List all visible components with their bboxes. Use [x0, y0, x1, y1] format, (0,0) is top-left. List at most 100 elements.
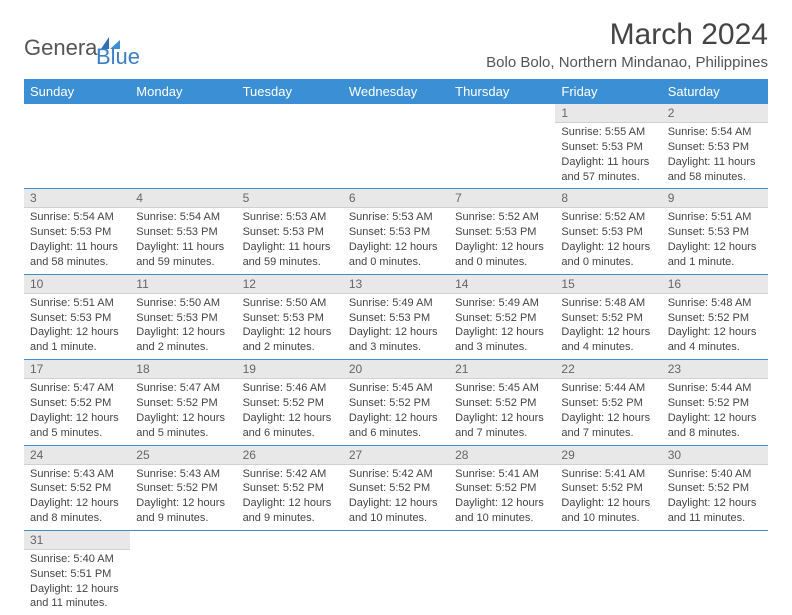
day-number: 19: [237, 360, 343, 379]
day-data-line: Sunrise: 5:40 AM: [668, 467, 762, 482]
calendar-cell: [343, 104, 449, 189]
calendar-cell: 15Sunrise: 5:48 AMSunset: 5:52 PMDayligh…: [555, 274, 661, 359]
day-number: 10: [24, 275, 130, 294]
day-number: 24: [24, 446, 130, 465]
day-data-line: Daylight: 12 hours: [136, 325, 230, 340]
day-number: 17: [24, 360, 130, 379]
weekday-header: Sunday: [24, 79, 130, 104]
day-data-line: Daylight: 12 hours: [243, 496, 337, 511]
calendar-cell: 17Sunrise: 5:47 AMSunset: 5:52 PMDayligh…: [24, 360, 130, 445]
day-number: 7: [449, 189, 555, 208]
day-data: Sunrise: 5:40 AMSunset: 5:52 PMDaylight:…: [662, 465, 768, 530]
day-data-line: and 10 minutes.: [349, 511, 443, 526]
day-data: Sunrise: 5:49 AMSunset: 5:52 PMDaylight:…: [449, 294, 555, 359]
day-data-line: Sunrise: 5:45 AM: [455, 381, 549, 396]
day-data: Sunrise: 5:44 AMSunset: 5:52 PMDaylight:…: [555, 379, 661, 444]
day-data-line: Sunrise: 5:43 AM: [136, 467, 230, 482]
day-data-line: Sunrise: 5:51 AM: [668, 210, 762, 225]
day-data-line: Sunrise: 5:54 AM: [136, 210, 230, 225]
day-number: 22: [555, 360, 661, 379]
day-data-line: and 59 minutes.: [243, 255, 337, 270]
day-number: 28: [449, 446, 555, 465]
calendar-cell: 19Sunrise: 5:46 AMSunset: 5:52 PMDayligh…: [237, 360, 343, 445]
day-data-line: and 5 minutes.: [30, 426, 124, 441]
day-data-line: and 58 minutes.: [30, 255, 124, 270]
day-data-line: Daylight: 12 hours: [136, 496, 230, 511]
calendar-week-row: 17Sunrise: 5:47 AMSunset: 5:52 PMDayligh…: [24, 360, 768, 445]
calendar-week-row: 1Sunrise: 5:55 AMSunset: 5:53 PMDaylight…: [24, 104, 768, 189]
day-data: Sunrise: 5:43 AMSunset: 5:52 PMDaylight:…: [24, 465, 130, 530]
day-number: 3: [24, 189, 130, 208]
day-data-line: and 11 minutes.: [668, 511, 762, 526]
day-data-line: Sunset: 5:52 PM: [455, 396, 549, 411]
day-data-line: Daylight: 12 hours: [455, 496, 549, 511]
day-data-line: and 11 minutes.: [30, 596, 124, 611]
day-data-line: Daylight: 12 hours: [30, 325, 124, 340]
day-data: Sunrise: 5:45 AMSunset: 5:52 PMDaylight:…: [343, 379, 449, 444]
day-data-line: and 3 minutes.: [349, 340, 443, 355]
day-data-line: Daylight: 11 hours: [668, 155, 762, 170]
day-data-line: Sunset: 5:52 PM: [30, 481, 124, 496]
day-data-line: and 4 minutes.: [561, 340, 655, 355]
day-data-line: Daylight: 12 hours: [243, 325, 337, 340]
day-data-line: Sunset: 5:52 PM: [561, 311, 655, 326]
day-data-line: Sunrise: 5:48 AM: [668, 296, 762, 311]
day-data: Sunrise: 5:55 AMSunset: 5:53 PMDaylight:…: [555, 123, 661, 188]
day-data-line: and 2 minutes.: [243, 340, 337, 355]
day-data-line: Sunrise: 5:50 AM: [136, 296, 230, 311]
calendar-cell: [130, 104, 236, 189]
day-data-line: and 7 minutes.: [455, 426, 549, 441]
day-data-line: Sunrise: 5:45 AM: [349, 381, 443, 396]
calendar-week-row: 24Sunrise: 5:43 AMSunset: 5:52 PMDayligh…: [24, 445, 768, 530]
day-data-line: and 6 minutes.: [349, 426, 443, 441]
calendar-cell: 1Sunrise: 5:55 AMSunset: 5:53 PMDaylight…: [555, 104, 661, 189]
day-data-line: Sunset: 5:53 PM: [136, 225, 230, 240]
day-data-line: Sunrise: 5:49 AM: [349, 296, 443, 311]
calendar-cell: 7Sunrise: 5:52 AMSunset: 5:53 PMDaylight…: [449, 189, 555, 274]
header: GeneraBlue March 2024 Bolo Bolo, Norther…: [24, 18, 768, 71]
day-data-line: Daylight: 11 hours: [243, 240, 337, 255]
calendar-cell: 27Sunrise: 5:42 AMSunset: 5:52 PMDayligh…: [343, 445, 449, 530]
day-data-line: Sunset: 5:53 PM: [561, 140, 655, 155]
day-data-line: Sunset: 5:52 PM: [668, 396, 762, 411]
day-data-line: Daylight: 12 hours: [30, 496, 124, 511]
day-number: 4: [130, 189, 236, 208]
calendar-cell: 29Sunrise: 5:41 AMSunset: 5:52 PMDayligh…: [555, 445, 661, 530]
day-data-line: Daylight: 12 hours: [668, 496, 762, 511]
day-data: Sunrise: 5:45 AMSunset: 5:52 PMDaylight:…: [449, 379, 555, 444]
day-data-line: Sunset: 5:53 PM: [30, 225, 124, 240]
day-data-line: Daylight: 12 hours: [30, 582, 124, 597]
day-data: Sunrise: 5:48 AMSunset: 5:52 PMDaylight:…: [662, 294, 768, 359]
day-data-line: Daylight: 11 hours: [561, 155, 655, 170]
calendar-cell: 16Sunrise: 5:48 AMSunset: 5:52 PMDayligh…: [662, 274, 768, 359]
calendar-cell: 6Sunrise: 5:53 AMSunset: 5:53 PMDaylight…: [343, 189, 449, 274]
calendar-cell: 10Sunrise: 5:51 AMSunset: 5:53 PMDayligh…: [24, 274, 130, 359]
day-data-line: Sunset: 5:53 PM: [455, 225, 549, 240]
day-data-line: and 9 minutes.: [136, 511, 230, 526]
day-data: Sunrise: 5:54 AMSunset: 5:53 PMDaylight:…: [130, 208, 236, 273]
day-data-line: Sunrise: 5:49 AM: [455, 296, 549, 311]
calendar-cell: 28Sunrise: 5:41 AMSunset: 5:52 PMDayligh…: [449, 445, 555, 530]
day-data-line: Sunrise: 5:50 AM: [243, 296, 337, 311]
day-data: Sunrise: 5:41 AMSunset: 5:52 PMDaylight:…: [449, 465, 555, 530]
day-data: Sunrise: 5:46 AMSunset: 5:52 PMDaylight:…: [237, 379, 343, 444]
title-block: March 2024 Bolo Bolo, Northern Mindanao,…: [486, 18, 768, 71]
day-data-line: Sunset: 5:53 PM: [349, 311, 443, 326]
day-number: 14: [449, 275, 555, 294]
calendar-week-row: 10Sunrise: 5:51 AMSunset: 5:53 PMDayligh…: [24, 274, 768, 359]
day-data-line: Sunset: 5:52 PM: [668, 311, 762, 326]
day-data-line: Sunset: 5:52 PM: [243, 481, 337, 496]
day-data-line: Sunrise: 5:43 AM: [30, 467, 124, 482]
day-number: 1: [555, 104, 661, 123]
day-data-line: Sunset: 5:52 PM: [561, 396, 655, 411]
day-data-line: and 57 minutes.: [561, 170, 655, 185]
day-data-line: Daylight: 12 hours: [455, 240, 549, 255]
day-number: 23: [662, 360, 768, 379]
day-data-line: Sunset: 5:52 PM: [455, 481, 549, 496]
day-number: 20: [343, 360, 449, 379]
day-data-line: and 58 minutes.: [668, 170, 762, 185]
day-data-line: Sunset: 5:52 PM: [136, 481, 230, 496]
day-data-line: and 10 minutes.: [455, 511, 549, 526]
day-data: Sunrise: 5:51 AMSunset: 5:53 PMDaylight:…: [662, 208, 768, 273]
day-number: 15: [555, 275, 661, 294]
